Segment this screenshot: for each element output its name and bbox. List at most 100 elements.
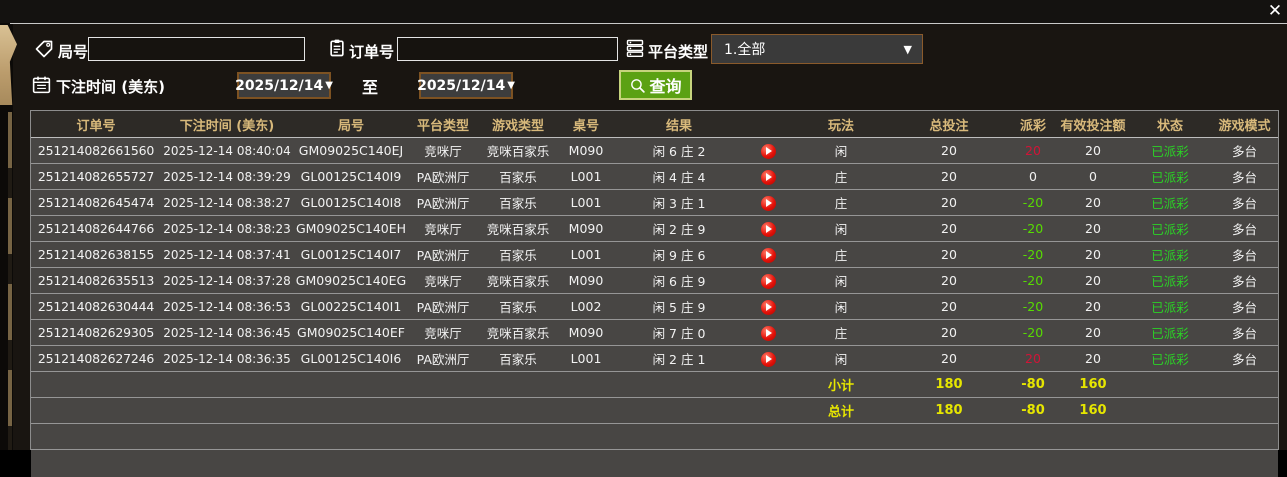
platform-type-label: 平台类型 [648,43,709,61]
table-row[interactable]: 251214082635513 2025-12-14 08:37:28 GM09… [31,268,1278,294]
cell-status: 已派彩 [1151,196,1189,211]
tag-icon [34,39,54,59]
cell-play: 闲 [834,144,848,159]
cell-table-no: M090 [568,221,604,236]
cell-result: 闲 2 庄 9 [652,222,706,237]
cell-bet-time: 2025-12-14 08:37:28 [163,273,291,288]
cell-valid-bet: 20 [1085,247,1101,262]
cell-total-bet: 20 [941,221,957,236]
cell-round-id: GM09025C140EH [295,221,407,236]
cell-bet-time: 2025-12-14 08:36:45 [163,325,291,340]
cell-bet-time: 2025-12-14 08:39:29 [163,169,291,184]
cell-platform: PA欧洲厅 [416,170,470,185]
cell-round-id: GM09025C140EF [297,325,405,340]
cell-result: 闲 6 庄 2 [652,144,706,159]
cell-total-bet: 20 [941,351,957,366]
cell-game-type: 百家乐 [499,170,537,185]
play-icon[interactable] [760,169,776,185]
play-icon[interactable] [760,143,776,159]
cell-round-id: GL00125C140I9 [300,169,402,184]
col-header-play: 玩法 [827,118,854,134]
to-label: 至 [362,78,379,97]
play-icon[interactable] [760,325,776,341]
cell-game-type: 百家乐 [499,352,537,367]
cell-play: 庄 [834,196,848,211]
cell-order-id: 251214082645474 [37,195,155,210]
query-button-label: 查询 [649,77,682,96]
cell-result: 闲 7 庄 0 [652,326,706,341]
date-to-picker[interactable]: 2025/12/14 ▼ [417,72,515,99]
table-row[interactable]: 251214082629305 2025-12-14 08:36:45 GM09… [31,320,1278,346]
cell-replay [745,351,791,367]
cell-replay [745,195,791,211]
cell-game-type: 百家乐 [499,300,537,315]
play-icon[interactable] [760,273,776,289]
table-row[interactable]: 251214082644766 2025-12-14 08:38:23 GM09… [31,216,1278,242]
cell-payout: -20 [1022,195,1044,210]
cell-game-type: 百家乐 [499,248,537,263]
empty-row [31,424,1278,450]
cell-platform: PA欧洲厅 [416,300,470,315]
table-row[interactable]: 251214082627246 2025-12-14 08:36:35 GL00… [31,346,1278,372]
play-icon[interactable] [760,247,776,263]
total-label: 总计 [827,405,854,420]
col-header-round-id: 局号 [337,118,364,134]
col-header-valid-bet: 有效投注额 [1060,118,1126,134]
cell-table-no: L001 [570,351,602,366]
play-icon[interactable] [760,221,776,237]
cell-status: 已派彩 [1151,144,1189,159]
platform-type-value: 1.全部 [724,42,766,58]
platform-type-select[interactable]: 1.全部 ▼ [711,34,923,64]
cell-payout: 20 [1025,351,1041,366]
cell-payout: -20 [1022,247,1044,262]
cell-replay [745,221,791,237]
col-header-game-type: 游戏类型 [491,118,544,134]
cell-replay [745,143,791,159]
cell-total-bet: 20 [941,195,957,210]
cell-game-type: 竞咪百家乐 [486,222,550,237]
cell-table-no: L002 [570,299,602,314]
round-number-input[interactable] [88,37,305,61]
cell-round-id: GL00125C140I6 [300,351,402,366]
cell-platform: 竞咪厅 [424,222,462,237]
cell-game-mode: 多台 [1231,300,1257,315]
total-payout: -80 [1021,403,1045,418]
cell-payout: 0 [1029,169,1037,184]
play-icon[interactable] [760,195,776,211]
table-row[interactable]: 251214082630444 2025-12-14 08:36:53 GL00… [31,294,1278,320]
play-icon[interactable] [760,299,776,315]
cell-order-id: 251214082627246 [37,351,155,366]
play-icon[interactable] [760,351,776,367]
cell-platform: PA欧洲厅 [416,248,470,263]
cell-result: 闲 6 庄 9 [652,274,706,289]
cell-round-id: GM09025C140EJ [298,143,404,158]
cell-game-type: 竞咪百家乐 [486,326,550,341]
cell-game-type: 百家乐 [499,196,537,211]
cell-status: 已派彩 [1151,222,1189,237]
bet-time-label: 下注时间 (美东) [56,78,165,96]
cell-result: 闲 9 庄 6 [652,248,706,263]
cell-round-id: GM09025C140EG [295,273,407,288]
date-from-picker[interactable]: 2025/12/14 ▼ [235,72,333,99]
table-row[interactable]: 251214082655727 2025-12-14 08:39:29 GL00… [31,164,1278,190]
cell-table-no: M090 [568,273,604,288]
cell-bet-time: 2025-12-14 08:37:41 [163,247,291,262]
cell-valid-bet: 20 [1085,221,1101,236]
cell-payout: -20 [1022,221,1044,236]
round-number-label: 局号 [58,43,89,61]
table-row[interactable]: 251214082638155 2025-12-14 08:37:41 GL00… [31,242,1278,268]
col-header-result: 结果 [665,118,692,134]
cell-replay [745,247,791,263]
table-header-row: 订单号 下注时间 (美东) 局号 平台类型 游戏类型 桌号 结果 玩法 总投注 … [31,111,1278,138]
table-row[interactable]: 251214082645474 2025-12-14 08:38:27 GL00… [31,190,1278,216]
table-row[interactable]: 251214082661560 2025-12-14 08:40:04 GM09… [31,138,1278,164]
cell-valid-bet: 20 [1085,299,1101,314]
cell-order-id: 251214082638155 [37,247,155,262]
chevron-down-icon: ▼ [507,80,515,91]
cell-table-no: L001 [570,247,602,262]
cell-game-mode: 多台 [1231,274,1257,289]
cell-table-no: M090 [568,325,604,340]
query-button[interactable]: 查询 [619,70,692,100]
order-number-input[interactable] [397,37,618,61]
close-icon[interactable]: ✕ [1267,1,1283,21]
